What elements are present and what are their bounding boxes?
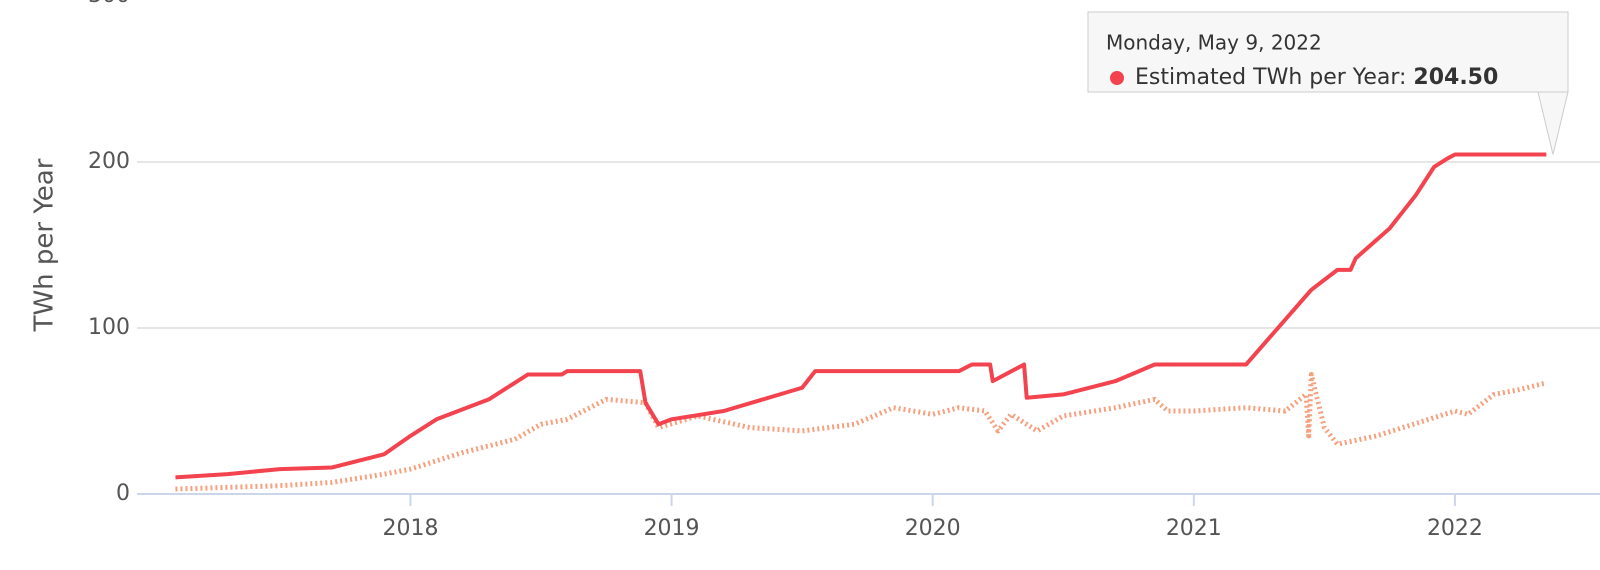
tooltip-colon: : [1399, 65, 1413, 90]
tooltip-series-name: Estimated TWh per Year [1135, 65, 1400, 90]
plot-area: 0 100 200 300 2018 2019 2020 2021 2022 [88, 0, 1600, 541]
x-tick-label: 2019 [644, 516, 700, 541]
x-tick-label: 2018 [382, 516, 438, 541]
x-tick-label: 2022 [1427, 516, 1483, 541]
tooltip-box [1087, 11, 1569, 93]
x-tick-label: 2020 [905, 516, 961, 541]
series-line [175, 371, 1547, 492]
series-line [175, 152, 1547, 480]
x-tick-label: 2021 [1166, 516, 1222, 541]
tooltip: Monday, May 9, 2022 Estimated TWh per Ye… [1087, 11, 1569, 155]
tooltip-dot [1110, 71, 1124, 85]
y-axis-title: TWh per Year [30, 158, 60, 332]
y-tick-label: 200 [88, 149, 130, 174]
tooltip-pointer [1537, 91, 1569, 155]
tooltip-series: Estimated TWh per Year: 204.50 [1135, 65, 1498, 90]
y-tick-label: 300 [88, 0, 130, 8]
tooltip-title: Monday, May 9, 2022 [1106, 31, 1322, 55]
y-tick-label: 0 [116, 481, 130, 506]
tooltip-value: 204.50 [1413, 65, 1498, 90]
y-tick-label: 100 [88, 315, 130, 340]
